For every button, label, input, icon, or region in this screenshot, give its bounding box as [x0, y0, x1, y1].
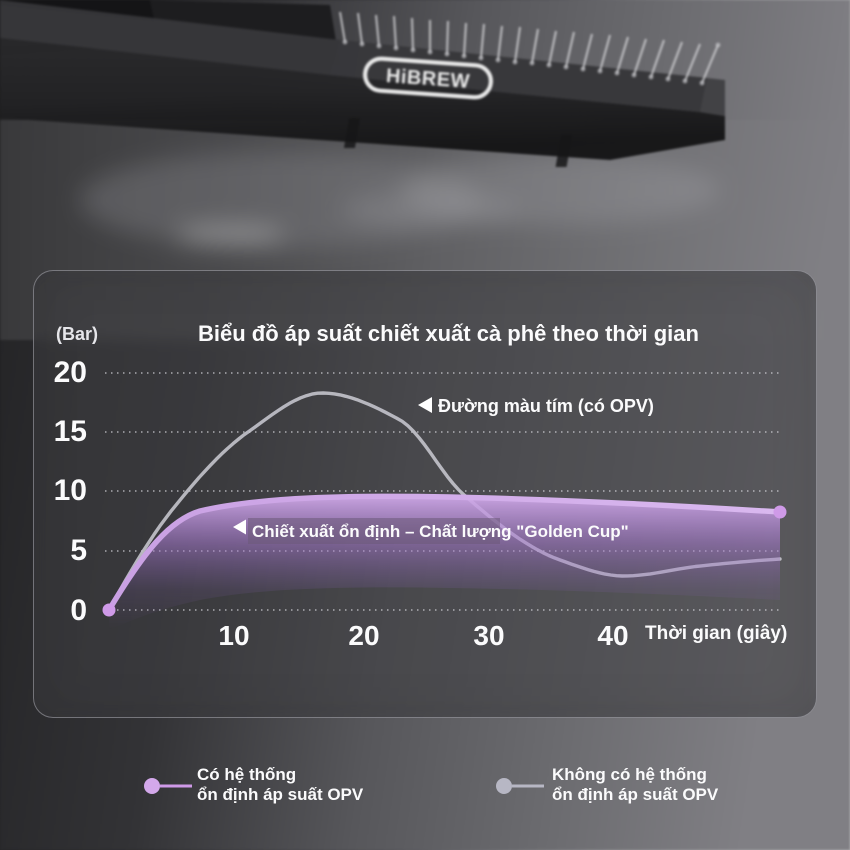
svg-text:Có hệ thống: Có hệ thống — [197, 765, 296, 784]
svg-text:Đường màu tím (có OPV): Đường màu tím (có OPV) — [438, 396, 654, 416]
svg-text:10: 10 — [54, 474, 87, 507]
svg-text:5: 5 — [70, 534, 87, 567]
svg-text:10: 10 — [218, 620, 249, 651]
svg-text:ổn định áp suất OPV: ổn định áp suất OPV — [197, 785, 364, 804]
svg-text:Chiết xuất ổn định – Chất lượn: Chiết xuất ổn định – Chất lượng "Golden … — [252, 522, 629, 541]
svg-text:Thời gian (giây): Thời gian (giây) — [645, 623, 787, 644]
svg-text:0: 0 — [70, 594, 87, 627]
svg-text:ổn định áp suất OPV: ổn định áp suất OPV — [552, 785, 719, 804]
svg-text:40: 40 — [597, 620, 628, 651]
svg-text:20: 20 — [348, 620, 379, 651]
svg-text:15: 15 — [54, 415, 87, 448]
svg-text:20: 20 — [54, 356, 87, 389]
svg-text:(Bar): (Bar) — [56, 324, 98, 344]
svg-text:Biểu đồ áp suất chiết xuất cà: Biểu đồ áp suất chiết xuất cà phê theo t… — [198, 321, 699, 346]
svg-text:Không có hệ thống: Không có hệ thống — [552, 765, 707, 784]
svg-text:30: 30 — [473, 620, 504, 651]
